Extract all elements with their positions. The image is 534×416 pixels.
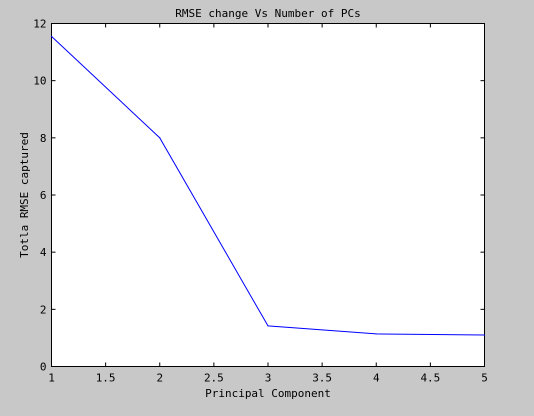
x-tick-label: 5 (481, 372, 488, 385)
y-axis-label: Totla RMSE captured (18, 132, 31, 258)
y-tick-label: 4 (40, 246, 47, 259)
x-tick-label: 1.5 (96, 372, 116, 385)
y-tick-label: 6 (40, 189, 47, 202)
series-layer (50, 35, 486, 336)
y-tick-label: 8 (40, 132, 47, 145)
chart-title: RMSE change Vs Number of PCs (175, 7, 360, 20)
x-tick-label: 3 (265, 372, 272, 385)
x-tick-label: 1 (48, 372, 55, 385)
data-point (50, 35, 53, 37)
y-tick-label: 0 (40, 361, 47, 374)
data-point (483, 334, 486, 336)
y-tick-label: 12 (33, 18, 46, 31)
x-tick-label: 4.5 (420, 372, 440, 385)
y-tick-label: 10 (33, 75, 46, 88)
y-tick-label: 2 (40, 303, 47, 316)
x-axis-label: Principal Component (205, 387, 331, 400)
x-tick-label: 2.5 (204, 372, 224, 385)
data-point (267, 325, 269, 327)
x-axis: 1 1.5 2 2.5 3 3.5 4 4.5 5 (48, 23, 488, 385)
plot-area (51, 23, 485, 367)
x-tick-label: 3.5 (312, 372, 332, 385)
data-point (375, 333, 377, 335)
x-tick-label: 4 (373, 372, 380, 385)
data-point (159, 137, 161, 139)
x-tick-label: 2 (156, 372, 163, 385)
y-axis: 0 2 4 6 8 10 12 (33, 18, 485, 374)
